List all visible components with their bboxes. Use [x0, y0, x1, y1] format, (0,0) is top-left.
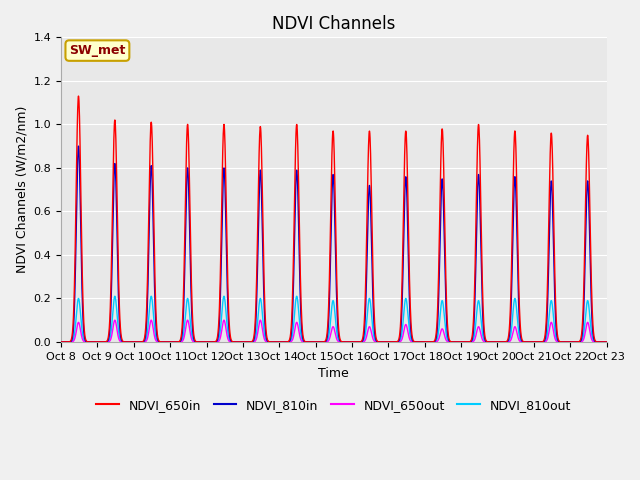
NDVI_650in: [209, 339, 217, 345]
Line: NDVI_650in: NDVI_650in: [61, 96, 607, 342]
X-axis label: Time: Time: [319, 367, 349, 380]
NDVI_810in: [57, 339, 65, 345]
NDVI_810in: [75, 143, 83, 149]
NDVI_650out: [493, 339, 500, 345]
Line: NDVI_810out: NDVI_810out: [61, 296, 607, 342]
NDVI_650out: [603, 339, 611, 345]
NDVI_650in: [603, 339, 611, 345]
Legend: NDVI_650in, NDVI_810in, NDVI_650out, NDVI_810out: NDVI_650in, NDVI_810in, NDVI_650out, NDV…: [92, 394, 576, 417]
NDVI_650out: [570, 339, 577, 345]
NDVI_810in: [362, 308, 369, 314]
NDVI_650in: [57, 339, 65, 345]
NDVI_650out: [350, 339, 358, 345]
NDVI_650in: [362, 286, 369, 292]
NDVI_810out: [493, 339, 500, 345]
Title: NDVI Channels: NDVI Channels: [272, 15, 396, 33]
NDVI_650in: [570, 339, 577, 345]
NDVI_810in: [350, 339, 358, 345]
NDVI_650out: [555, 339, 563, 345]
NDVI_650out: [57, 339, 65, 345]
NDVI_810out: [57, 339, 65, 345]
NDVI_650in: [75, 93, 83, 99]
Y-axis label: NDVI Channels (W/m2/nm): NDVI Channels (W/m2/nm): [15, 106, 28, 273]
NDVI_810in: [603, 339, 611, 345]
NDVI_810in: [493, 339, 500, 345]
NDVI_650out: [362, 337, 369, 343]
NDVI_650in: [350, 339, 358, 345]
NDVI_810out: [362, 330, 369, 336]
NDVI_810out: [350, 339, 358, 345]
NDVI_810in: [209, 339, 217, 345]
NDVI_810out: [570, 339, 577, 345]
NDVI_650out: [209, 339, 217, 345]
Text: SW_met: SW_met: [69, 44, 125, 57]
Line: NDVI_810in: NDVI_810in: [61, 146, 607, 342]
NDVI_810in: [570, 339, 577, 345]
NDVI_810out: [603, 339, 611, 345]
NDVI_810out: [555, 339, 563, 345]
NDVI_810out: [111, 293, 118, 299]
NDVI_810out: [209, 339, 217, 345]
NDVI_650in: [493, 339, 500, 345]
NDVI_650out: [111, 317, 118, 323]
NDVI_650in: [555, 337, 563, 343]
NDVI_810in: [555, 338, 563, 344]
Line: NDVI_650out: NDVI_650out: [61, 320, 607, 342]
